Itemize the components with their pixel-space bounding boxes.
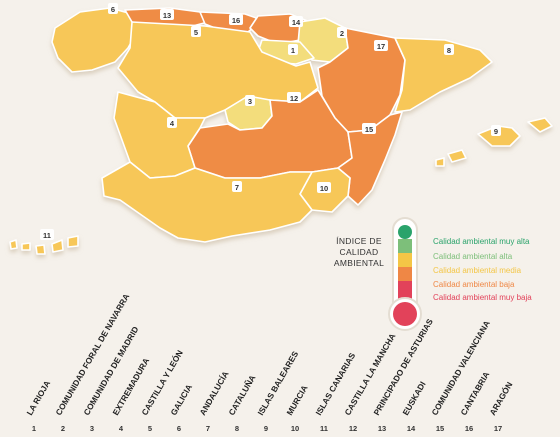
num-11: 11 — [320, 424, 328, 433]
thermo-band-muy-alta — [398, 225, 412, 239]
marker-number: 9 — [494, 127, 498, 136]
region-valencia[interactable] — [337, 111, 403, 206]
num-16: 16 — [464, 424, 474, 433]
marker-number: 7 — [235, 183, 239, 192]
marker-13: 13 — [160, 9, 174, 20]
marker-11: 11 — [40, 229, 54, 240]
num-7: 7 — [205, 424, 211, 433]
marker-7: 7 — [232, 181, 242, 192]
marker-number: 1 — [291, 46, 295, 55]
marker-number: 4 — [170, 119, 175, 128]
num-1: 1 — [31, 424, 37, 433]
legend-item-muy-baja: Calidad ambiental muy baja — [433, 293, 532, 302]
num-10: 10 — [290, 424, 300, 433]
marker-5: 5 — [191, 26, 201, 37]
num-15: 15 — [435, 424, 445, 433]
marker-number: 10 — [320, 184, 328, 193]
num-8: 8 — [234, 424, 240, 433]
legend-item-muy-alta: Calidad ambiental muy alta — [433, 237, 530, 246]
marker-6: 6 — [108, 3, 118, 14]
marker-3: 3 — [245, 95, 255, 106]
marker-15: 15 — [362, 123, 376, 134]
marker-14: 14 — [289, 16, 303, 27]
region-cataluna[interactable] — [394, 37, 493, 113]
legend-item-baja: Calidad ambiental baja — [433, 280, 515, 289]
num-5: 5 — [147, 424, 153, 433]
num-14: 14 — [406, 424, 416, 433]
marker-12: 12 — [287, 92, 301, 103]
marker-16: 16 — [229, 14, 243, 25]
num-6: 6 — [176, 424, 182, 433]
marker-number: 17 — [377, 42, 385, 51]
thermo-band-media — [398, 253, 412, 267]
marker-8: 8 — [444, 44, 454, 55]
thermo-bulb — [393, 302, 417, 326]
num-9: 9 — [263, 424, 269, 433]
region-andalucia[interactable] — [101, 161, 313, 243]
marker-4: 4 — [167, 117, 177, 128]
marker-number: 11 — [43, 231, 51, 240]
marker-number: 5 — [194, 28, 198, 37]
marker-number: 3 — [248, 97, 252, 106]
region-galicia[interactable] — [51, 7, 139, 73]
marker-number: 16 — [232, 16, 240, 25]
marker-1: 1 — [288, 44, 298, 55]
num-17: 17 — [493, 424, 503, 433]
thermo-band-baja — [398, 267, 412, 281]
legend-item-media: Calidad ambiental media — [433, 266, 522, 275]
num-13: 13 — [377, 424, 387, 433]
region-canarias[interactable] — [9, 235, 79, 255]
marker-number: 13 — [163, 11, 171, 20]
marker-2: 2 — [337, 27, 347, 38]
thermo-band-alta — [398, 239, 412, 253]
marker-10: 10 — [317, 182, 331, 193]
marker-number: 12 — [290, 94, 298, 103]
num-4: 4 — [118, 424, 124, 433]
region-baleares[interactable] — [435, 117, 553, 167]
thermometer-icon — [388, 217, 422, 331]
num-2: 2 — [60, 424, 66, 433]
num-12: 12 — [348, 424, 358, 433]
marker-number: 15 — [365, 125, 373, 134]
marker-17: 17 — [374, 40, 388, 51]
legend-title: ÍNDICE DE CALIDAD AMBIENTAL — [333, 236, 385, 268]
marker-number: 2 — [340, 29, 344, 38]
marker-number: 8 — [447, 46, 451, 55]
marker-number: 14 — [292, 18, 301, 27]
num-3: 3 — [89, 424, 95, 433]
marker-9: 9 — [491, 125, 501, 136]
legend-item-alta: Calidad ambiental alta — [433, 252, 513, 261]
marker-number: 6 — [111, 5, 115, 14]
